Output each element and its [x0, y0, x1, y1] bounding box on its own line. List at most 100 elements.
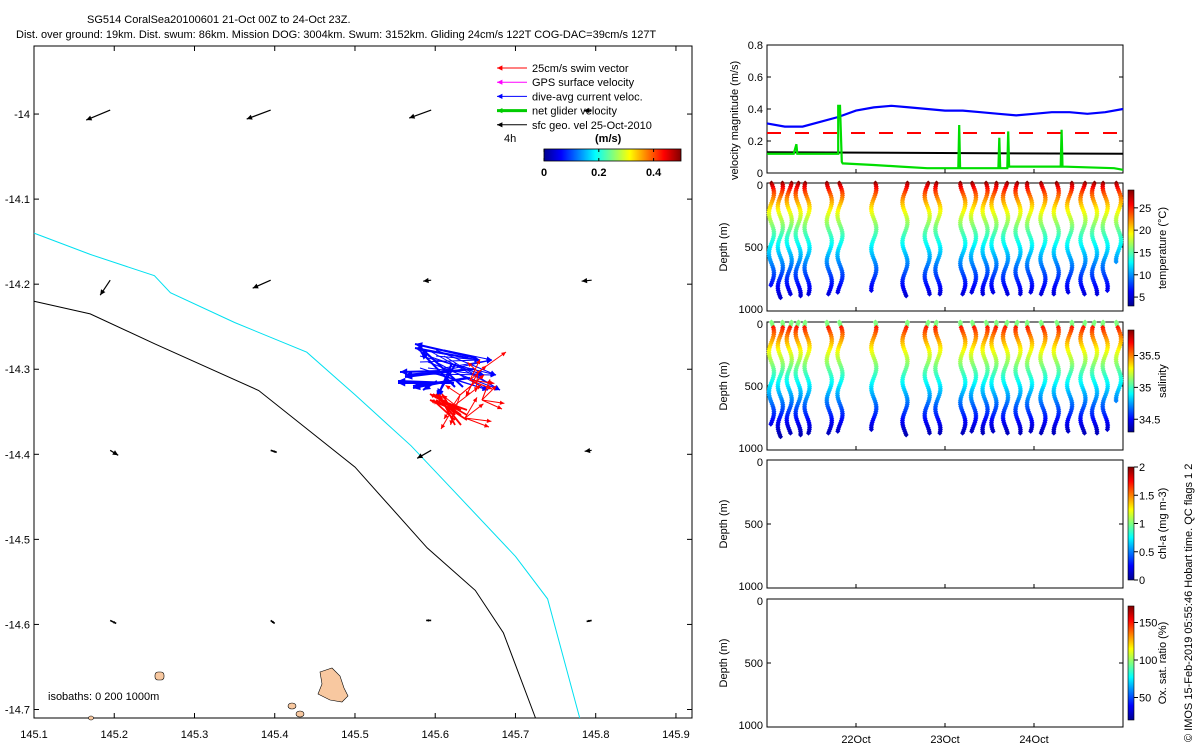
velocity-series-line [766, 104, 1124, 128]
depth-ylabel: Depth (m) [718, 362, 730, 411]
sfc-geo-arrow [109, 619, 117, 625]
sfc-geo-arrow [270, 619, 276, 625]
profile-sample [777, 434, 784, 440]
map-y-tick-label: -14.3 [5, 364, 30, 376]
time-tick-label: 24Oct [1019, 734, 1048, 746]
depth-tick-label: 500 [745, 658, 763, 670]
profile-sample [960, 291, 966, 297]
swim-vector-arrow [465, 371, 479, 397]
velocity-ylabel: velocity magnitude (m/s) [729, 61, 741, 180]
figure-subtitle: Dist. over ground: 19km. Dist. swum: 86k… [16, 29, 656, 41]
reef-patches [88, 667, 349, 721]
sfc-geo-arrow [246, 109, 271, 120]
swim-vector-arrow [481, 399, 505, 405]
map-x-tick-label: 145.3 [181, 729, 209, 741]
map-panel: 145.1 145.2 145.3 145.4 145.5 145.6 145.7 145.8… [5, 45, 693, 741]
profile-sample [787, 430, 794, 436]
profile-sample [1065, 289, 1071, 295]
depth-tick-label: 1000 [739, 443, 763, 455]
colorbar-oxygen: 50 100 150 Ox. sat. ratio (%) [1127, 605, 1169, 721]
swim-vector-arrow [464, 403, 484, 419]
profile-sample [1104, 287, 1110, 294]
profile-sample [1081, 291, 1088, 297]
colorbar-gradient [1127, 466, 1135, 581]
colorbar-gradient [1127, 189, 1135, 307]
map-x-tick-label: 145.6 [421, 729, 449, 741]
time-interval-label: 4h [504, 133, 516, 145]
map-y-tick-label: -14 [14, 109, 30, 121]
isobath-1000m [33, 300, 536, 719]
profile-sample [805, 291, 812, 297]
map-x-tick-label: 145.8 [582, 729, 610, 741]
sfc-geo-arrow [85, 109, 111, 121]
isobath-200m [33, 232, 581, 719]
sfc-geo-arrow [426, 619, 432, 622]
depth-tick-label: 1000 [739, 720, 763, 732]
legend-label: 25cm/s swim vector [532, 63, 629, 75]
map-y-tick-label: -14.7 [5, 704, 30, 716]
sfc-geo-arrow [252, 279, 271, 289]
colorbar-tick-label: 34.5 [1139, 414, 1160, 426]
swim-vector-arrow [481, 399, 503, 410]
colorbar-tick-label: 20 [1139, 225, 1151, 237]
legend-label: net glider velocity [532, 106, 617, 118]
velocity-series-line [766, 151, 1124, 155]
map-x-tick-label: 145.2 [100, 729, 128, 741]
right-panels: 0 0.2 0.4 0.6 0.8 velocity magnitude (m/s) 0… [718, 40, 1195, 746]
sfc-geo-arrow [270, 449, 277, 454]
depth-panel-chl: 0 500 1000 Depth (m) [718, 457, 1124, 593]
depth-tick-label: 1000 [739, 581, 763, 593]
reef-islet [154, 671, 165, 681]
velocity-y-tick-label: 0.2 [748, 136, 763, 148]
profile-sample [960, 430, 966, 436]
legend-swatch [497, 107, 527, 114]
depth-tick-label: 0 [757, 180, 763, 192]
swim-vector-arrow [464, 417, 492, 423]
reef-islet [88, 715, 94, 721]
colorbar-tick-label: 25 [1139, 203, 1151, 215]
depth-tick-label: 500 [745, 519, 763, 531]
swim-vector-arrow [435, 393, 462, 426]
reef-islet [295, 710, 305, 718]
dive-avg-current-arrow [414, 342, 477, 359]
profile-sample [990, 428, 996, 434]
colorbar-tick-label: 0.2 [591, 167, 606, 179]
velocity-y-tick-label: 0.6 [748, 72, 763, 84]
speed-colorbar [543, 148, 682, 162]
map-y-ticks: -14 -14.1 -14.2 -14.3 -14.4 -14.5 -14.6 -14.7 [5, 109, 692, 716]
colorbar-tick-label: 10 [1139, 270, 1151, 282]
map-y-tick-label: -14.5 [5, 534, 30, 546]
colorbar-label: chl-a (mg m-3) [1157, 488, 1169, 560]
map-axes-box [33, 45, 693, 719]
depth-axes-box [766, 598, 1124, 728]
depth-panel-temperature: 0 500 1000 Depth (m) [718, 180, 1124, 316]
velocity-y-ticks: 0 0.2 0.4 0.6 0.8 [748, 40, 1123, 180]
map-x-tick-label: 145.9 [662, 729, 690, 741]
depth-panel-oxygen: 0 500 1000 Depth (m) [718, 596, 1124, 732]
colorbar-tick-label: 2 [1139, 462, 1145, 474]
depth-tick-label: 0 [757, 319, 763, 331]
depth-ylabel: Depth (m) [718, 223, 730, 272]
velocity-series [766, 104, 1124, 171]
map-y-tick-label: -14.4 [5, 449, 30, 461]
colorbar-tick-label: 15 [1139, 247, 1151, 259]
profile-sample [868, 426, 874, 433]
legend-label: dive-avg current veloc. [532, 91, 643, 103]
colorbar-tick-label: 50 [1139, 693, 1151, 705]
colorbar-tick-label: 0 [541, 167, 547, 179]
legend-label: sfc geo. vel 25-Oct-2010 [532, 120, 652, 132]
legend-swatch [497, 65, 527, 71]
swim-vector-arrow [445, 384, 461, 396]
sfc-geo-arrow [423, 277, 432, 284]
sfc-geo-arrow [99, 279, 111, 296]
swim-vector-arrow [481, 379, 491, 401]
sfc-geo-arrow [581, 278, 592, 284]
map-x-tick-label: 145.1 [20, 729, 48, 741]
legend-swatch [497, 79, 527, 85]
profile-sample [777, 295, 784, 301]
map-x-ticks: 145.1 145.2 145.3 145.4 145.5 145.6 145.7 145.8… [20, 46, 690, 741]
swim-vector-arrow [441, 393, 456, 416]
colorbar-tick-label: 35.5 [1139, 351, 1160, 363]
map-legend: 25cm/s swim vector GPS surface velocity di… [497, 63, 652, 132]
colorbar-tick-label: 1.5 [1139, 490, 1154, 502]
